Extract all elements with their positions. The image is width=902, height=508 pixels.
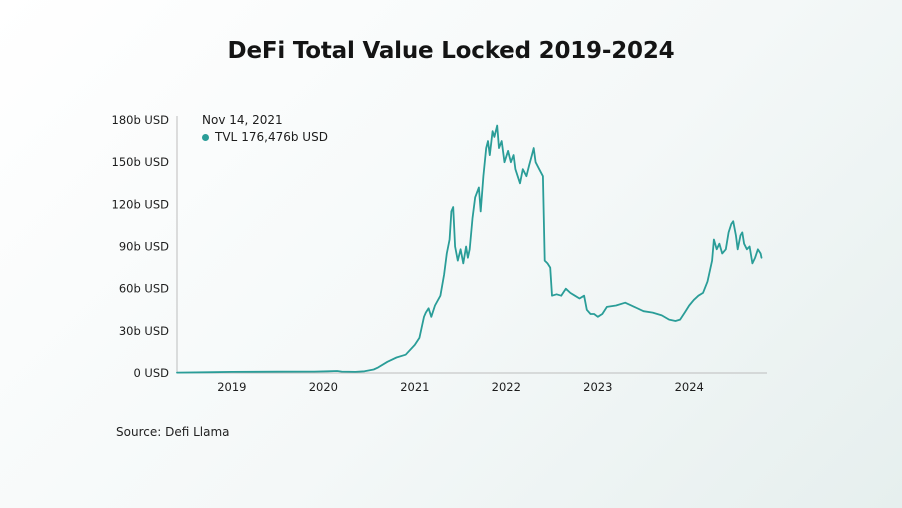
- source-note: Source: Defi Llama: [116, 425, 230, 439]
- x-tick-label: 2019: [217, 380, 246, 394]
- axes: [176, 116, 767, 374]
- y-tick-label: 30b USD: [119, 324, 169, 338]
- y-tick-label: 90b USD: [119, 240, 169, 254]
- tvl-series-line: [176, 124, 763, 374]
- tooltip-row: TVL 176,476b USD: [202, 130, 328, 144]
- tooltip-value: 176,476b USD: [241, 130, 328, 144]
- series-layer: [176, 124, 763, 374]
- series-dot-icon: [202, 133, 209, 141]
- x-axis-labels: 2019 2020 2021 2022 2023 2024: [217, 380, 704, 394]
- hover-tooltip: Nov 14, 2021 TVL 176,476b USD: [202, 113, 328, 144]
- tooltip-date: Nov 14, 2021: [202, 113, 283, 127]
- x-tick-label: 2022: [492, 380, 521, 394]
- x-tick-label: 2024: [675, 380, 704, 394]
- chart-title: DeFi Total Value Locked 2019-2024: [227, 38, 675, 64]
- x-tick-label: 2020: [309, 380, 338, 394]
- y-tick-label: 180b USD: [112, 113, 170, 127]
- y-tick-label: 60b USD: [119, 282, 169, 296]
- y-tick-label: 150b USD: [112, 155, 170, 169]
- y-tick-label: 120b USD: [112, 197, 170, 211]
- y-axis-labels: 0 USD 30b USD 60b USD 90b USD 120b USD 150b U…: [112, 113, 170, 380]
- x-tick-label: 2023: [583, 380, 612, 394]
- x-tick-label: 2021: [400, 380, 429, 394]
- tooltip-series-name: TVL: [215, 130, 238, 144]
- y-tick-label: 0 USD: [133, 366, 169, 380]
